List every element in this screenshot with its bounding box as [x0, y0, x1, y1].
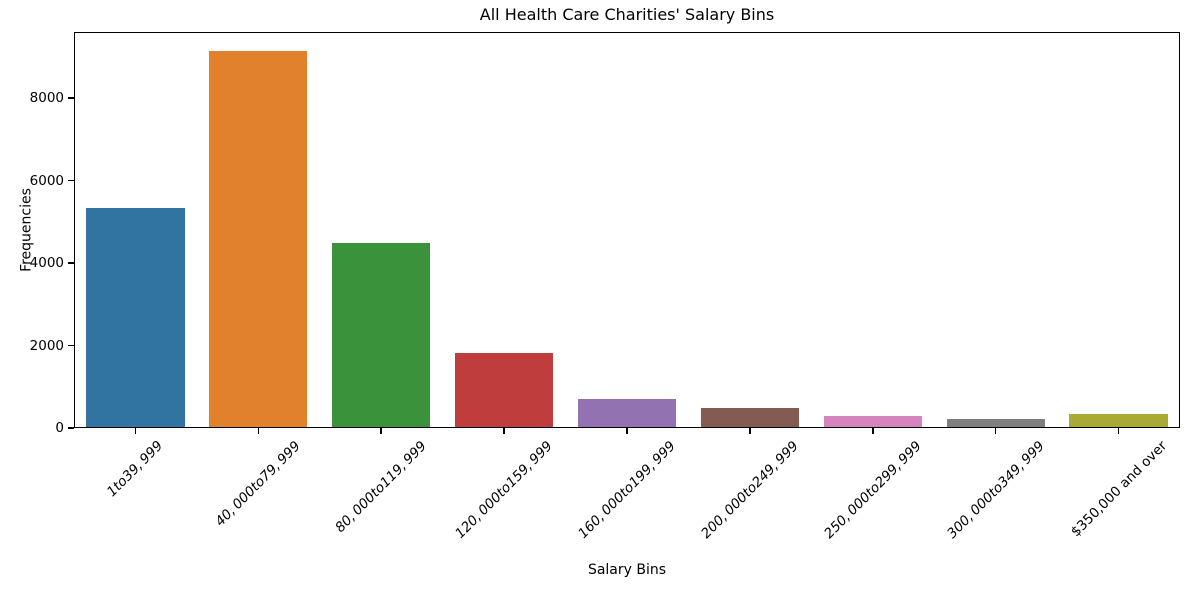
x-tick-label: 40, 000to79, 999 [212, 437, 305, 530]
x-tick-mark [749, 428, 751, 434]
x-tick-label: 300, 000to349, 999 [943, 438, 1048, 542]
y-tick-label: 0 [55, 420, 64, 436]
bar-2 [209, 50, 308, 428]
chart-title: All Health Care Charities' Salary Bins [479, 5, 775, 24]
bar-5 [577, 398, 677, 428]
x-tick-mark [380, 428, 383, 434]
x-tick-mark [994, 428, 997, 434]
y-tick-label: 2000 [29, 337, 64, 354]
y-tick-mark [68, 262, 74, 264]
x-tick-mark [503, 428, 505, 434]
x-tick-mark [1117, 428, 1120, 434]
x-axis-label: Salary Bins [587, 562, 667, 578]
y-tick-mark [68, 427, 74, 429]
bar-9 [1069, 414, 1168, 428]
y-tick-label: 4000 [29, 255, 64, 271]
x-tick-label: 1to39, 999 [104, 437, 167, 501]
x-tick-label: 250, 000to299, 999 [820, 438, 925, 542]
y-tick-mark [68, 97, 74, 99]
bar-1 [86, 207, 185, 428]
x-tick-label: 80, 000to119, 999 [332, 437, 431, 536]
y-tick-mark [68, 344, 74, 347]
x-tick-label: 200, 000to249, 999 [698, 438, 802, 542]
x-tick-mark [626, 428, 628, 434]
y-tick-mark [68, 179, 74, 182]
x-tick-label: 120, 000to159, 999 [452, 438, 556, 542]
x-tick-mark [257, 428, 260, 434]
x-tick-label: 160, 000to199, 999 [575, 438, 679, 542]
y-tick-label: 8000 [29, 90, 64, 106]
bar-7 [823, 416, 922, 428]
bar-6 [700, 407, 800, 428]
x-tick-mark [871, 428, 874, 434]
x-tick-mark [134, 428, 137, 434]
bar-3 [332, 242, 431, 428]
bar-8 [946, 419, 1045, 428]
y-tick-label: 6000 [29, 172, 64, 189]
plot-area [74, 32, 1180, 428]
bar-4 [454, 352, 554, 428]
x-tick-label: $350,000 and over [1067, 438, 1170, 541]
